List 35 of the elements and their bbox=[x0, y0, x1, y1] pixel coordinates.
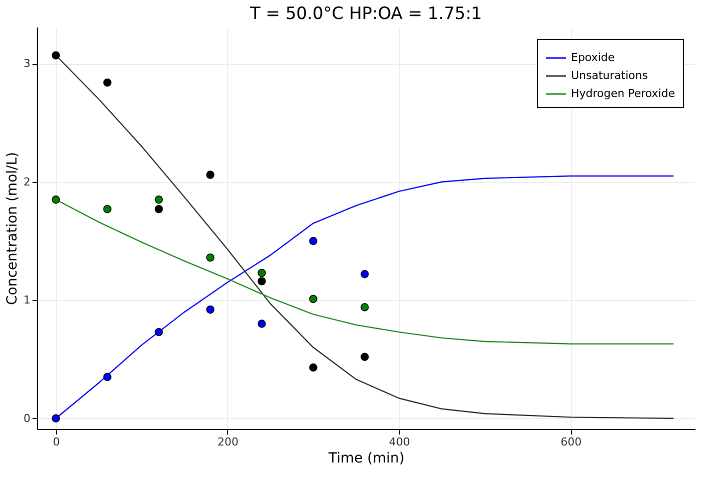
point bbox=[52, 51, 60, 60]
point bbox=[52, 414, 60, 422]
x-tick-label: 200 bbox=[217, 436, 238, 448]
point bbox=[258, 268, 266, 278]
point bbox=[154, 196, 163, 204]
point bbox=[206, 253, 214, 262]
point bbox=[103, 372, 112, 382]
point bbox=[52, 196, 60, 204]
legend-label: Epoxide bbox=[571, 51, 615, 64]
point bbox=[206, 305, 214, 314]
y-tick-label: 3 bbox=[24, 57, 30, 70]
point bbox=[103, 78, 112, 87]
point bbox=[258, 320, 266, 328]
legend-label: Unsaturations bbox=[571, 69, 648, 82]
legend-label: Hydrogen Peroxide bbox=[571, 87, 676, 100]
y-tick-label: 1 bbox=[24, 294, 30, 307]
point bbox=[258, 277, 266, 286]
point bbox=[309, 363, 318, 372]
point bbox=[309, 294, 318, 304]
point bbox=[154, 328, 163, 336]
point bbox=[360, 303, 369, 312]
x-tick-label: 400 bbox=[389, 436, 410, 448]
point bbox=[309, 236, 318, 246]
point bbox=[154, 204, 163, 214]
y-tick-label: 0 bbox=[24, 412, 30, 425]
point bbox=[360, 352, 369, 361]
chart-title: T = 50.0°C HP:OA = 1.75:1 bbox=[249, 4, 482, 24]
x-axis-title: Time (min) bbox=[327, 450, 405, 466]
point bbox=[206, 170, 214, 179]
x-tick-label: 0 bbox=[52, 436, 60, 448]
y-tick-label: 2 bbox=[24, 175, 30, 188]
y-axis-title: Concentration (mol/L) bbox=[4, 152, 20, 306]
x-tick-label: 600 bbox=[560, 436, 582, 448]
point bbox=[103, 204, 112, 214]
point bbox=[360, 270, 369, 278]
